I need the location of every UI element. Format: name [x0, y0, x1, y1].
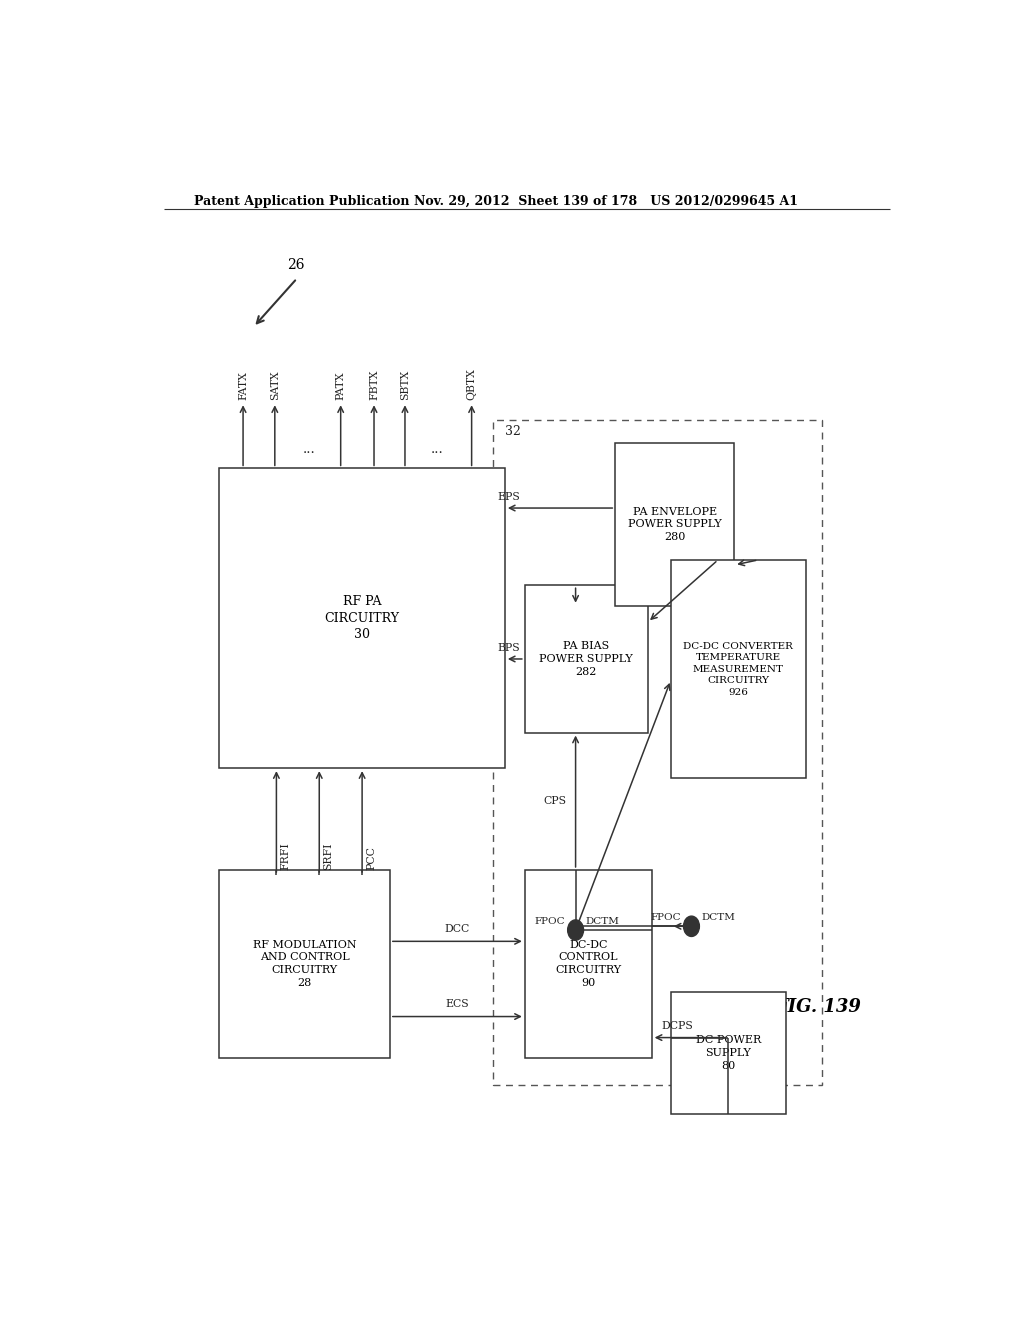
Text: PA BIAS
POWER SUPPLY
282: PA BIAS POWER SUPPLY 282: [540, 642, 633, 677]
Text: ...: ...: [430, 444, 443, 457]
Bar: [494, 420, 822, 1085]
Text: FBTX: FBTX: [369, 370, 379, 400]
Text: EPS: EPS: [497, 492, 520, 502]
Text: PCC: PCC: [367, 846, 376, 870]
Bar: [219, 870, 390, 1057]
Text: DCC: DCC: [444, 924, 470, 935]
Text: FATX: FATX: [238, 371, 248, 400]
Text: Nov. 29, 2012  Sheet 139 of 178   US 2012/0299645 A1: Nov. 29, 2012 Sheet 139 of 178 US 2012/0…: [414, 195, 798, 209]
Text: FPOC: FPOC: [650, 913, 681, 923]
Text: PA ENVELOPE
POWER SUPPLY
280: PA ENVELOPE POWER SUPPLY 280: [628, 507, 722, 543]
Text: DCTM: DCTM: [586, 917, 620, 927]
Text: CPS: CPS: [543, 796, 566, 807]
Text: DCPS: DCPS: [662, 1022, 693, 1031]
Text: 26: 26: [287, 259, 304, 272]
Text: SRFI: SRFI: [324, 842, 333, 870]
Text: RF MODULATION
AND CONTROL
CIRCUITRY
28: RF MODULATION AND CONTROL CIRCUITRY 28: [253, 940, 356, 989]
Text: FRFI: FRFI: [281, 842, 291, 870]
Text: ECS: ECS: [445, 999, 469, 1010]
Text: SBTX: SBTX: [400, 370, 410, 400]
Text: FPOC: FPOC: [535, 917, 565, 927]
Text: DC-DC CONVERTER
TEMPERATURE
MEASUREMENT
CIRCUITRY
926: DC-DC CONVERTER TEMPERATURE MEASUREMENT …: [683, 642, 794, 697]
Bar: [671, 560, 806, 779]
Bar: [671, 991, 785, 1114]
Bar: [524, 870, 651, 1057]
Bar: [615, 444, 734, 606]
Text: DCTM: DCTM: [701, 913, 735, 923]
Text: SATX: SATX: [269, 371, 280, 400]
Text: FIG. 139: FIG. 139: [775, 998, 861, 1016]
Text: QBTX: QBTX: [467, 368, 476, 400]
Circle shape: [684, 916, 699, 936]
Text: DC-DC
CONTROL
CIRCUITRY
90: DC-DC CONTROL CIRCUITRY 90: [555, 940, 622, 989]
Circle shape: [567, 920, 584, 940]
Bar: [524, 585, 648, 733]
Text: ...: ...: [302, 444, 315, 457]
Text: BPS: BPS: [497, 643, 519, 653]
Text: Patent Application Publication: Patent Application Publication: [194, 195, 410, 209]
Text: 32: 32: [505, 425, 521, 438]
Text: DC POWER
SUPPLY
80: DC POWER SUPPLY 80: [695, 1035, 761, 1071]
Text: RF PA
CIRCUITRY
30: RF PA CIRCUITRY 30: [325, 595, 399, 642]
Bar: [219, 469, 505, 768]
Text: PATX: PATX: [336, 372, 346, 400]
